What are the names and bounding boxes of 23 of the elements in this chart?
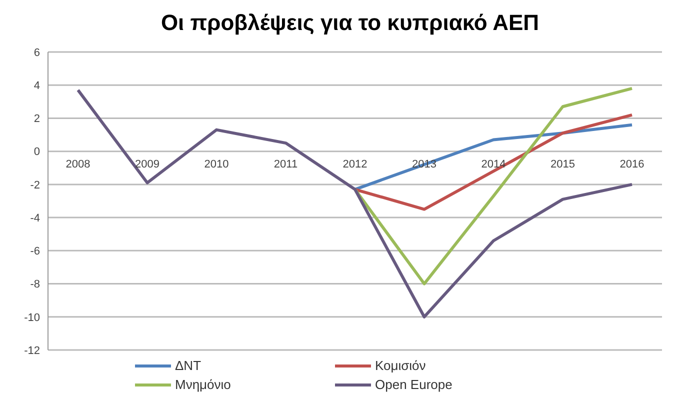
y-tick-label: -2 bbox=[30, 179, 40, 192]
y-tick-label: -12 bbox=[24, 344, 40, 357]
x-tick-label: 2011 bbox=[274, 158, 298, 170]
y-tick-label: -10 bbox=[24, 312, 40, 324]
y-tick-label: -6 bbox=[30, 246, 40, 258]
chart-title: Οι προβλέψεις για το κυπριακό ΑΕΠ bbox=[160, 10, 540, 36]
legend-label: Κομισιόν bbox=[375, 358, 426, 373]
x-tick-label: 2009 bbox=[135, 158, 160, 170]
x-tick-label: 2012 bbox=[342, 158, 368, 170]
x-tick-label: 2016 bbox=[620, 158, 644, 170]
y-tick-label: 2 bbox=[34, 113, 40, 126]
y-tick-label: 4 bbox=[34, 80, 40, 92]
legend-label: ΔΝΤ bbox=[175, 358, 202, 373]
x-tick-label: 2014 bbox=[481, 158, 506, 170]
x-tick-label: 2008 bbox=[66, 158, 90, 170]
legend-label: Open Europe bbox=[375, 377, 452, 392]
y-tick-label: 6 bbox=[34, 46, 40, 59]
y-tick-label: -4 bbox=[30, 212, 40, 224]
y-tick-label: 0 bbox=[34, 146, 40, 158]
y-tick-label: -8 bbox=[30, 278, 40, 291]
x-tick-label: 2010 bbox=[204, 158, 229, 170]
legend-label: Μνημόνιο bbox=[175, 377, 231, 392]
x-tick-label: 2015 bbox=[550, 158, 575, 170]
